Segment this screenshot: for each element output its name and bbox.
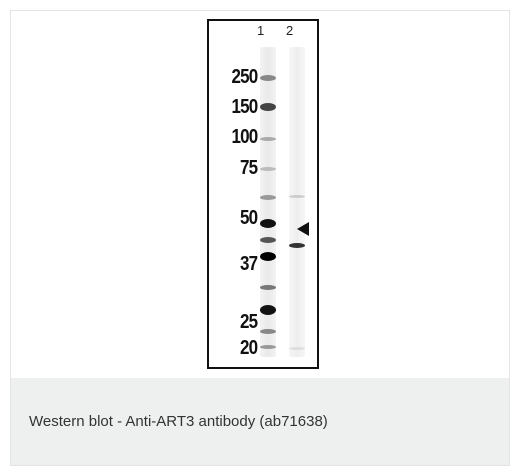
band bbox=[260, 305, 276, 315]
lane-2 bbox=[289, 47, 305, 357]
caption-bar: Western blot - Anti-ART3 antibody (ab716… bbox=[11, 378, 509, 465]
figure-image: 1 2 250 150 100 75 50 37 25 20 bbox=[11, 11, 509, 378]
band bbox=[289, 195, 305, 198]
band bbox=[289, 243, 305, 248]
marker-label: 37 bbox=[239, 253, 258, 275]
arrow-left-icon bbox=[297, 222, 309, 236]
marker-label: 250 bbox=[231, 66, 258, 88]
marker-label: 100 bbox=[231, 126, 258, 148]
band bbox=[260, 75, 276, 81]
marker-label: 150 bbox=[231, 96, 258, 118]
image-card: 1 2 250 150 100 75 50 37 25 20 bbox=[10, 10, 510, 466]
band bbox=[260, 329, 276, 334]
marker-label: 20 bbox=[239, 337, 258, 359]
band bbox=[260, 103, 276, 111]
band bbox=[260, 219, 276, 228]
western-blot: 1 2 250 150 100 75 50 37 25 20 bbox=[207, 19, 319, 369]
band bbox=[260, 195, 276, 200]
marker-label: 75 bbox=[239, 157, 258, 179]
band bbox=[260, 237, 276, 243]
band bbox=[289, 347, 305, 350]
lane-label-1: 1 bbox=[257, 23, 265, 38]
band bbox=[260, 137, 276, 141]
band bbox=[260, 252, 276, 261]
band bbox=[260, 167, 276, 171]
lane-1 bbox=[260, 47, 276, 357]
figure-caption: Western blot - Anti-ART3 antibody (ab716… bbox=[29, 413, 328, 430]
marker-label: 50 bbox=[239, 207, 258, 229]
lane-label-2: 2 bbox=[286, 23, 294, 38]
band bbox=[260, 285, 276, 290]
marker-label: 25 bbox=[239, 311, 258, 333]
band bbox=[260, 345, 276, 349]
